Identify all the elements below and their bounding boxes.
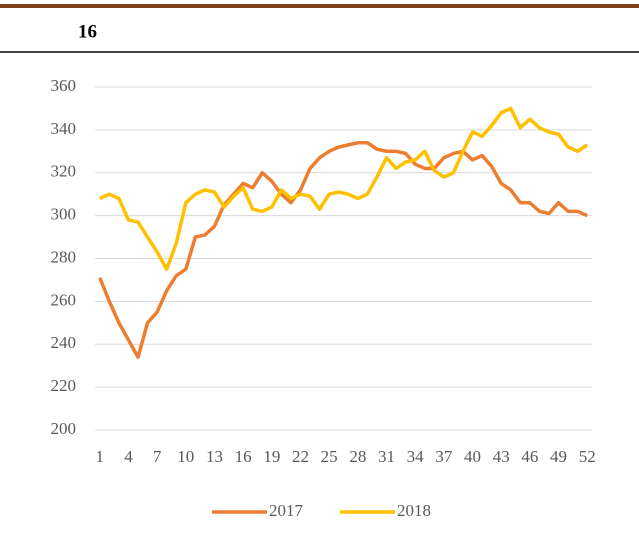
y-tick-label: 220 (51, 376, 77, 395)
x-tick-label: 25 (321, 447, 338, 466)
y-tick-label: 340 (51, 119, 77, 138)
legend-label: 2018 (397, 501, 431, 520)
x-tick-label: 52 (579, 447, 596, 466)
x-tick-label: 7 (153, 447, 162, 466)
x-tick-label: 1 (96, 447, 105, 466)
y-tick-label: 280 (51, 247, 77, 266)
x-tick-label: 22 (292, 447, 309, 466)
y-tick-label: 300 (51, 205, 77, 224)
page-number: 16 (78, 21, 97, 42)
x-tick-label: 10 (177, 447, 194, 466)
x-tick-label: 40 (464, 447, 481, 466)
x-tick-label: 43 (493, 447, 510, 466)
x-tick-label: 4 (124, 447, 133, 466)
x-tick-label: 16 (235, 447, 252, 466)
x-tick-label: 34 (407, 447, 425, 466)
y-tick-label: 360 (51, 76, 77, 95)
x-tick-label: 37 (435, 447, 453, 466)
x-tick-label: 49 (550, 447, 567, 466)
series-line (98, 140, 588, 359)
x-tick-label: 28 (349, 447, 366, 466)
x-tick-label: 13 (206, 447, 223, 466)
x-tick-label: 19 (263, 447, 280, 466)
y-tick-label: 320 (51, 162, 77, 181)
x-tick-label: 31 (378, 447, 395, 466)
y-tick-label: 240 (51, 333, 77, 352)
y-tick-label: 260 (51, 290, 77, 309)
legend-label: 2017 (269, 501, 304, 520)
series-line (99, 106, 589, 271)
x-tick-label: 46 (521, 447, 538, 466)
y-tick-label: 200 (51, 419, 77, 438)
